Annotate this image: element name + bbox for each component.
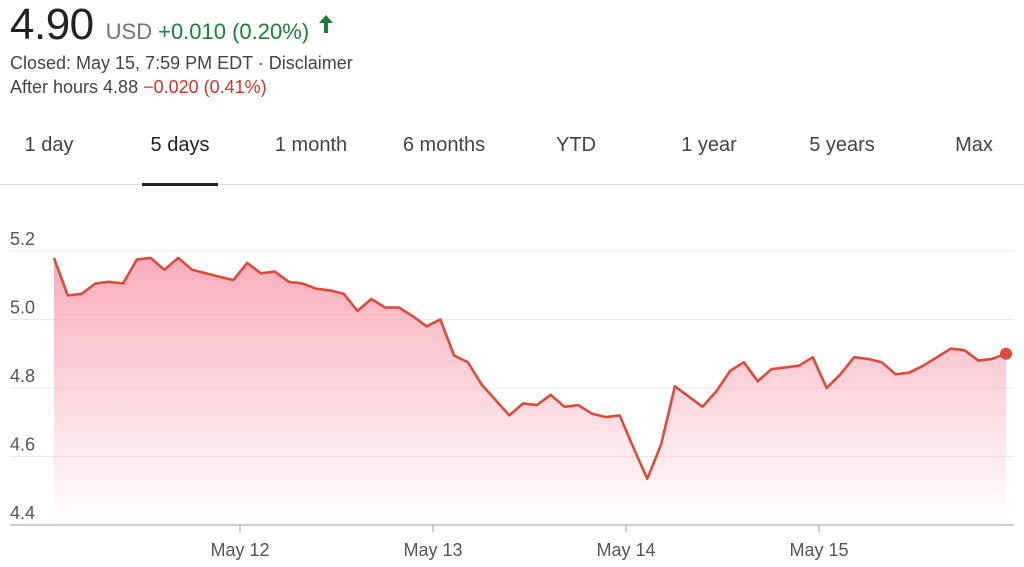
tab-1-day[interactable]: 1 day <box>9 118 89 184</box>
tab-1-year[interactable]: 1 year <box>669 118 749 184</box>
tab-ytd[interactable]: YTD <box>546 118 606 184</box>
tab-label: YTD <box>556 134 596 156</box>
tab-max[interactable]: Max <box>944 118 1004 184</box>
tab-label: 1 month <box>274 134 348 156</box>
arrow-up-icon <box>319 15 334 33</box>
price-area <box>54 257 1006 525</box>
x-tick-label: May 13 <box>403 540 462 560</box>
price-chart: 5.2 5.0 4.8 4.6 4.4 May 12 May 13 May 14 May 15 <box>10 229 1014 560</box>
tab-label: 1 day <box>24 134 74 156</box>
tab-label: 5 years <box>809 134 875 156</box>
y-tick-label: 4.6 <box>10 435 35 455</box>
stock-price: 4.90 <box>10 0 94 49</box>
tab-label: 6 months <box>402 134 486 156</box>
active-tab-indicator <box>142 183 218 186</box>
y-tick-label: 5.0 <box>10 298 35 318</box>
y-tick-label: 5.2 <box>10 229 35 249</box>
tab-5-days[interactable]: 5 days <box>142 118 218 186</box>
x-tick-label: May 15 <box>789 540 848 560</box>
tab-6-months[interactable]: 6 months <box>389 118 499 184</box>
tab-label: 1 year <box>681 134 737 156</box>
y-tick-label: 4.8 <box>10 366 35 386</box>
after-hours-change: −0.020 (0.41%) <box>143 77 267 97</box>
x-tick-label: May 14 <box>596 540 655 560</box>
last-price-dot <box>1000 347 1012 360</box>
tab-5-years[interactable]: 5 years <box>797 118 887 184</box>
market-status: Closed: May 15, 7:59 PM EDT · Disclaimer <box>10 53 353 73</box>
quote-header: 4.90 USD +0.010 (0.20%) <box>10 0 335 49</box>
after-hours-label: After hours 4.88 <box>10 77 139 97</box>
after-hours-line: After hours 4.88 −0.020 (0.41%) <box>10 77 267 98</box>
currency-label: USD <box>105 19 153 44</box>
tab-label: Max <box>955 134 993 156</box>
time-range-tabs: 1 day 5 days 1 month 6 months YTD 1 year 5 yea… <box>0 118 1024 186</box>
price-change: +0.010 (0.20%) <box>158 19 310 44</box>
x-tick-label: May 12 <box>210 540 269 560</box>
tab-label: 5 days <box>150 134 210 156</box>
tab-1-month[interactable]: 1 month <box>261 118 361 184</box>
price-line <box>52 256 1007 481</box>
y-tick-label: 4.4 <box>10 503 35 523</box>
